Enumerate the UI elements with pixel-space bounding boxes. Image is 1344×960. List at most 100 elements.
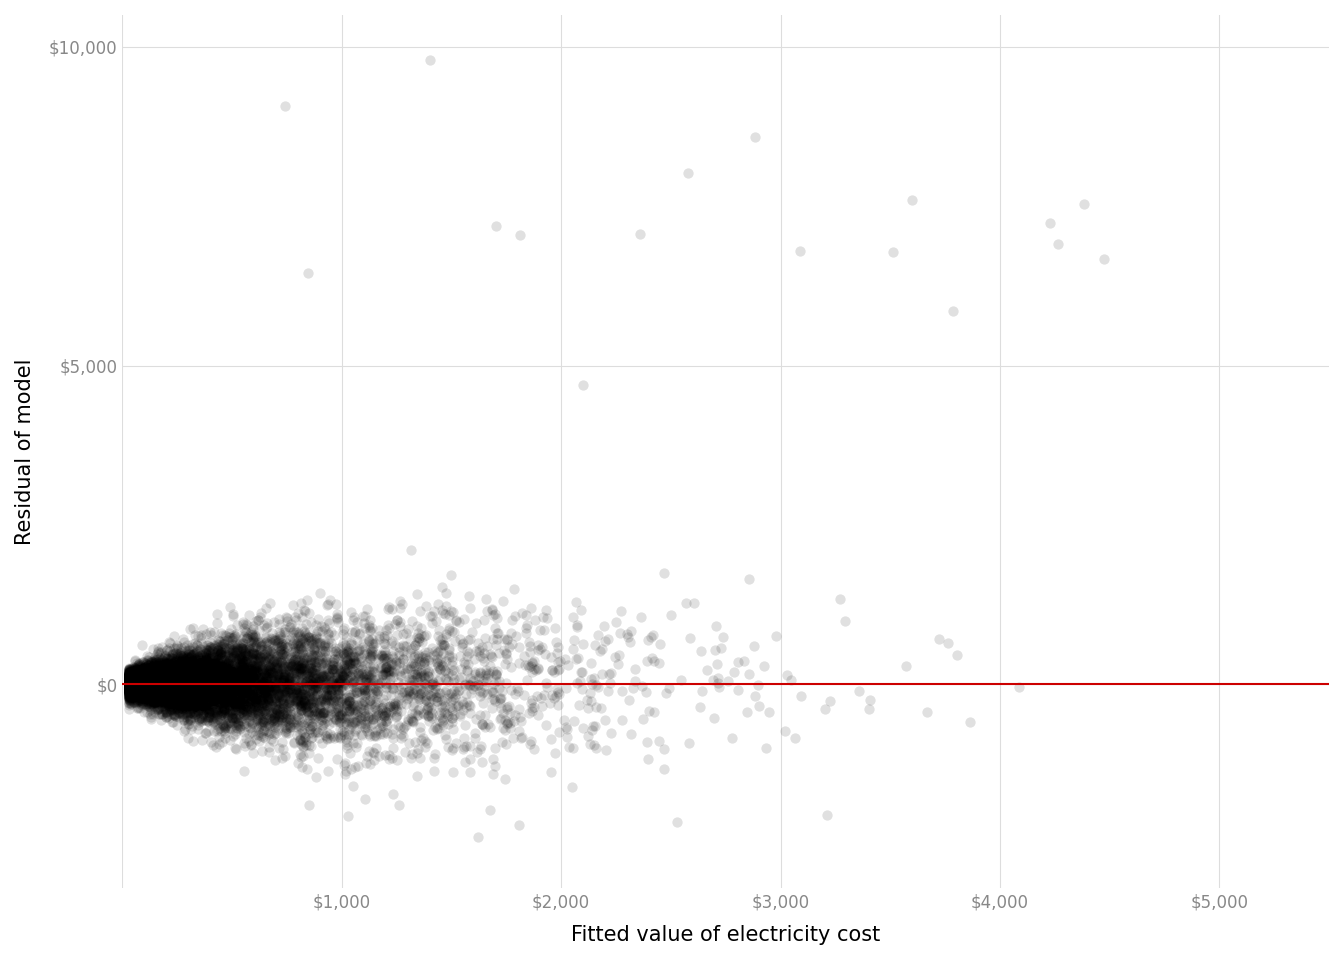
Point bbox=[144, 657, 165, 672]
Point bbox=[120, 669, 141, 684]
Point bbox=[187, 676, 208, 691]
Point bbox=[169, 671, 191, 686]
Point bbox=[228, 643, 250, 659]
Point bbox=[187, 682, 208, 697]
Point bbox=[118, 684, 140, 700]
Point bbox=[120, 678, 141, 693]
Point bbox=[305, 630, 327, 645]
Point bbox=[250, 678, 271, 693]
Point bbox=[204, 679, 226, 694]
Point bbox=[153, 688, 175, 704]
Point bbox=[137, 670, 159, 685]
Point bbox=[379, 676, 401, 691]
Point bbox=[370, 674, 391, 689]
Point bbox=[227, 711, 249, 727]
Point bbox=[262, 654, 284, 669]
Point bbox=[241, 646, 262, 661]
Point bbox=[118, 675, 140, 690]
Point bbox=[159, 699, 180, 714]
Point bbox=[167, 671, 188, 686]
Point bbox=[129, 657, 151, 672]
Point bbox=[175, 679, 196, 694]
Point bbox=[227, 678, 249, 693]
Point bbox=[160, 686, 181, 702]
Point bbox=[120, 680, 141, 695]
Point bbox=[314, 695, 336, 710]
Point bbox=[216, 670, 238, 685]
Point bbox=[118, 677, 140, 692]
Point bbox=[137, 676, 159, 691]
Point bbox=[199, 693, 220, 708]
Point bbox=[344, 702, 366, 717]
Point bbox=[128, 681, 149, 696]
Point bbox=[310, 693, 332, 708]
Point bbox=[134, 675, 156, 690]
Point bbox=[237, 715, 258, 731]
Point bbox=[257, 699, 278, 714]
Point bbox=[118, 676, 140, 691]
Point bbox=[207, 659, 228, 674]
Point bbox=[138, 662, 160, 678]
Point bbox=[531, 690, 552, 706]
Point bbox=[344, 653, 366, 668]
Point bbox=[438, 640, 460, 656]
Point bbox=[144, 673, 165, 688]
Point bbox=[278, 663, 300, 679]
Point bbox=[218, 708, 239, 724]
Point bbox=[360, 692, 382, 708]
Point bbox=[496, 631, 517, 646]
Point bbox=[169, 674, 191, 689]
Point bbox=[431, 657, 453, 672]
Point bbox=[220, 665, 242, 681]
Point bbox=[212, 684, 234, 699]
Point bbox=[140, 693, 161, 708]
Point bbox=[194, 649, 215, 664]
Point bbox=[508, 684, 530, 699]
Point bbox=[118, 674, 140, 689]
Point bbox=[163, 692, 184, 708]
Point bbox=[239, 672, 261, 687]
Point bbox=[290, 630, 312, 645]
Point bbox=[122, 678, 144, 693]
Point bbox=[271, 709, 293, 725]
Point bbox=[130, 679, 152, 694]
Point bbox=[214, 662, 235, 678]
Point bbox=[157, 651, 179, 666]
Point bbox=[485, 607, 507, 622]
Point bbox=[278, 695, 300, 710]
Point bbox=[289, 641, 310, 657]
Point bbox=[126, 673, 148, 688]
Point bbox=[136, 683, 157, 698]
Point bbox=[386, 704, 407, 719]
Point bbox=[223, 668, 245, 684]
Point bbox=[132, 689, 153, 705]
Point bbox=[390, 719, 411, 734]
Point bbox=[203, 695, 224, 710]
Point bbox=[167, 675, 188, 690]
Point bbox=[421, 688, 442, 704]
Point bbox=[128, 682, 149, 697]
Point bbox=[499, 698, 520, 713]
Point bbox=[224, 702, 246, 717]
Point bbox=[202, 679, 223, 694]
Point bbox=[118, 672, 140, 687]
Point bbox=[181, 679, 203, 694]
Point bbox=[241, 671, 262, 686]
Point bbox=[187, 667, 208, 683]
Point bbox=[118, 670, 140, 685]
Point bbox=[124, 687, 145, 703]
Point bbox=[128, 675, 149, 690]
Point bbox=[196, 700, 218, 715]
Point bbox=[180, 642, 202, 658]
Point bbox=[118, 691, 140, 707]
Point bbox=[612, 712, 633, 728]
Point bbox=[476, 665, 497, 681]
Point bbox=[156, 668, 177, 684]
Point bbox=[227, 661, 249, 677]
Point bbox=[129, 665, 151, 681]
Point bbox=[573, 720, 594, 735]
Point bbox=[124, 672, 145, 687]
Point bbox=[132, 667, 153, 683]
Point bbox=[211, 705, 233, 720]
Point bbox=[254, 704, 276, 719]
